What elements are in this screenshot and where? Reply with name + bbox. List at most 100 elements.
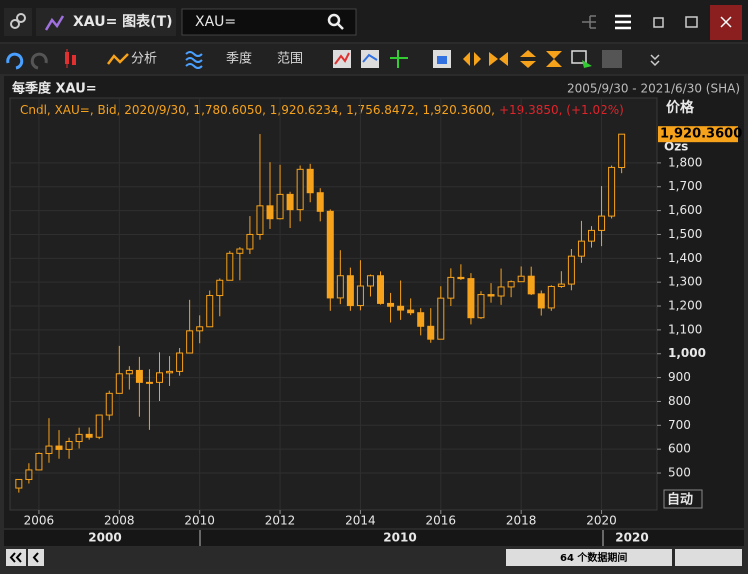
candle-body xyxy=(487,294,495,297)
y-tick-label: 1,700 xyxy=(668,179,702,193)
candle-body xyxy=(567,255,575,285)
menu-icon[interactable] xyxy=(615,14,631,30)
candle-body xyxy=(417,312,425,327)
candle-body xyxy=(35,452,43,471)
y-tick-label: 900 xyxy=(668,370,691,384)
y-tick-label: 1,600 xyxy=(668,203,702,217)
search-text[interactable]: XAU= xyxy=(195,14,236,30)
series-info: Cndl, XAU=, Bid, 2020/9/30, 1,780.6050, … xyxy=(20,103,624,117)
candle-body xyxy=(226,252,234,281)
candle-body xyxy=(125,369,133,375)
candle-body xyxy=(256,205,264,235)
maximize-icon[interactable] xyxy=(685,16,698,28)
last-price-box xyxy=(658,126,738,143)
last-price-label: 1,920.3600 xyxy=(660,127,742,142)
x-tick-label: 2014 xyxy=(345,514,376,528)
candle-body xyxy=(457,276,465,280)
line-icon[interactable] xyxy=(107,53,129,65)
popout-icon[interactable] xyxy=(653,17,664,28)
redo-icon[interactable] xyxy=(30,52,48,70)
x-tick-label: 2010 xyxy=(184,514,215,528)
scroll-right-area[interactable] xyxy=(675,549,742,566)
scroll-left[interactable] xyxy=(28,549,44,566)
candle-body xyxy=(397,305,405,311)
y-axis-title: 价格 xyxy=(666,99,695,116)
wave-icon[interactable] xyxy=(185,51,203,69)
scroll-thumb[interactable] xyxy=(506,549,672,566)
candle-body xyxy=(316,192,324,212)
undo-icon[interactable] xyxy=(6,52,24,70)
candle-body xyxy=(306,168,314,194)
candle-body xyxy=(557,283,565,287)
scale-mode[interactable]: 自动 xyxy=(667,492,693,508)
candle-body xyxy=(497,286,505,297)
tool-icons[interactable] xyxy=(333,50,660,68)
period-label: 2000 xyxy=(88,531,121,545)
y-tick-label: 1,300 xyxy=(668,275,702,289)
candle-body xyxy=(246,233,254,250)
tree-icon[interactable] xyxy=(582,15,596,29)
y-tick-label: 600 xyxy=(668,442,691,456)
scale-mode-box[interactable] xyxy=(663,489,703,509)
candle-body xyxy=(95,414,103,438)
candle-body xyxy=(206,295,214,328)
search-box[interactable] xyxy=(181,8,357,36)
candle-body xyxy=(75,433,83,443)
candle-body xyxy=(135,369,143,383)
y-tick-label: 1,100 xyxy=(668,322,702,336)
candle-body xyxy=(407,309,415,314)
y-tick-label: 1,800 xyxy=(668,155,702,169)
candle-body xyxy=(377,275,385,304)
candle-body xyxy=(45,445,53,454)
analysis-menu[interactable]: 分析 xyxy=(131,52,157,67)
candle-body xyxy=(166,370,174,374)
y-unit: Ozs xyxy=(664,140,688,154)
y-tick-label: 700 xyxy=(668,418,691,432)
candle-body xyxy=(427,325,435,340)
y-tick-label: 1,200 xyxy=(668,299,702,313)
plot: 500 600 700 800 900 1,000 1,100 1,200 1,300 1,400… xyxy=(10,98,742,545)
candle-body xyxy=(326,210,334,299)
candle-body xyxy=(145,381,153,384)
candle-body xyxy=(477,294,485,319)
candle-body xyxy=(176,352,184,372)
candle-body xyxy=(547,285,555,309)
candle-body xyxy=(115,373,123,394)
candle-body xyxy=(15,478,23,489)
candle-body xyxy=(387,302,395,307)
scroll-start[interactable] xyxy=(6,549,26,566)
candle-body xyxy=(236,248,244,254)
search-icon[interactable] xyxy=(327,13,344,30)
period-count: 64 个数据期间 xyxy=(560,551,627,564)
candle-body xyxy=(447,276,455,299)
candle-body xyxy=(437,297,445,340)
candle-body xyxy=(577,240,585,257)
candle-body xyxy=(517,275,525,283)
x-tick-label: 2016 xyxy=(426,514,457,528)
x-tick-label: 2020 xyxy=(586,514,617,528)
period-label: 2010 xyxy=(383,531,416,545)
candle-body xyxy=(587,229,595,242)
candle-body xyxy=(276,193,284,220)
x-tick-label: 2018 xyxy=(506,514,537,528)
candle-body xyxy=(266,205,274,220)
y-tick-label: 1,500 xyxy=(668,227,702,241)
candle-icon[interactable] xyxy=(65,49,76,68)
series-info-text: Cndl, XAU=, Bid, 2020/9/30, 1,780.6050, … xyxy=(20,103,495,117)
app-tab[interactable] xyxy=(36,8,176,36)
date-range: 2005/9/30 - 2021/6/30 (SHA) xyxy=(567,82,740,96)
close-button[interactable] xyxy=(710,5,742,40)
range-menu[interactable]: 范围 xyxy=(277,52,303,67)
window-title: XAU= 图表(T) xyxy=(73,13,173,30)
candle-body xyxy=(366,275,374,287)
candle-body xyxy=(65,441,73,450)
y-tick-label: 1,400 xyxy=(668,251,702,265)
candle-body xyxy=(105,392,113,416)
period-menu[interactable]: 季度 xyxy=(226,51,252,67)
candle-body xyxy=(85,433,93,438)
link-icon[interactable] xyxy=(4,8,32,36)
candle-body xyxy=(196,326,204,332)
candle-body xyxy=(618,133,626,169)
x-tick-label: 2006 xyxy=(24,514,55,528)
